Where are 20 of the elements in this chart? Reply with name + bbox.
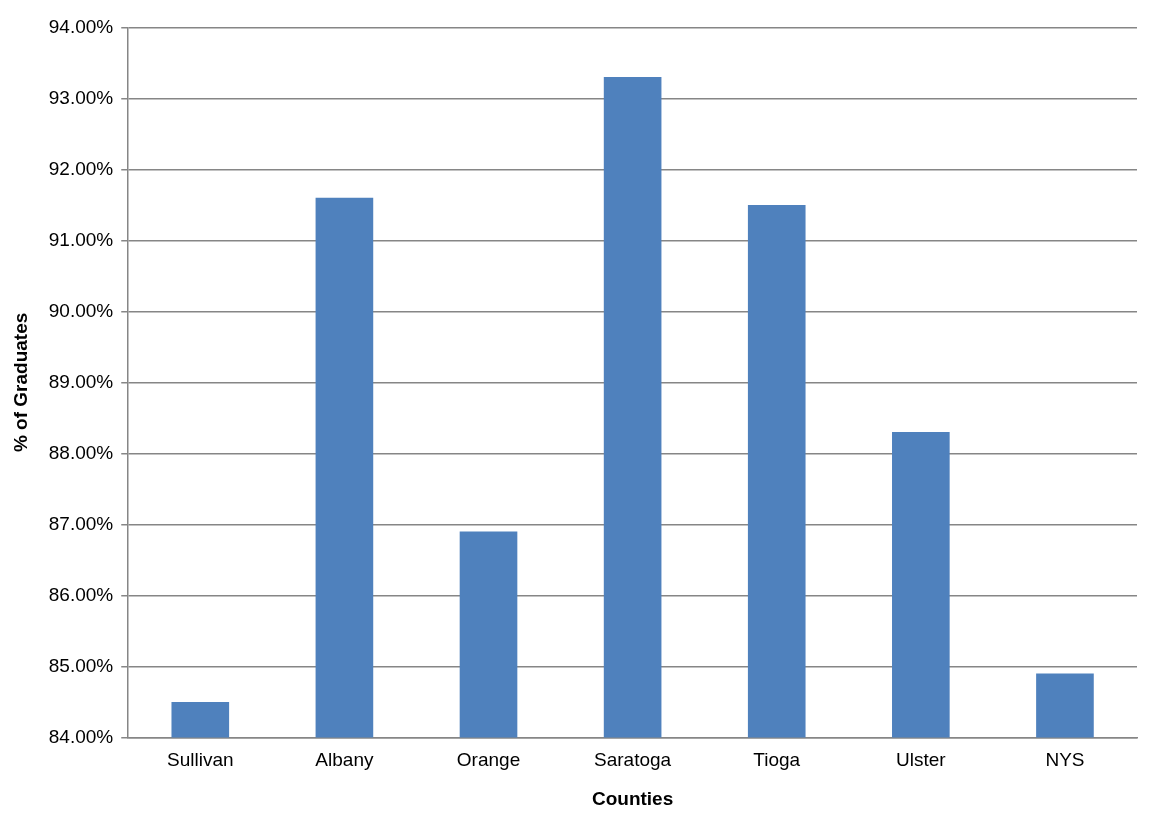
- y-tick-label: 93.00%: [48, 86, 114, 108]
- x-tick-label: NYS: [1045, 749, 1085, 771]
- x-tick-label: Tioga: [753, 749, 801, 771]
- y-tick-label: 90.00%: [48, 299, 114, 321]
- y-tick-label: 84.00%: [48, 725, 114, 747]
- x-tick-label: Orange: [456, 749, 521, 771]
- x-tick-label: Sullivan: [167, 749, 234, 771]
- y-tick-label: 88.00%: [48, 441, 114, 463]
- y-tick-label: 87.00%: [48, 512, 114, 534]
- x-tick-label: Albany: [315, 749, 374, 771]
- x-tick-label: Ulster: [896, 749, 947, 771]
- y-tick-label: 86.00%: [48, 583, 114, 605]
- y-tick-label: 91.00%: [48, 228, 114, 250]
- y-tick-label: 85.00%: [48, 654, 114, 676]
- y-tick-label: 94.00%: [48, 15, 114, 37]
- x-tick-label: Saratoga: [594, 749, 672, 771]
- x-axis-title: Counties: [591, 787, 674, 809]
- y-tick-label: 92.00%: [48, 157, 114, 179]
- y-tick-label: 89.00%: [48, 370, 114, 392]
- y-axis-title: % of Graduates: [9, 312, 31, 453]
